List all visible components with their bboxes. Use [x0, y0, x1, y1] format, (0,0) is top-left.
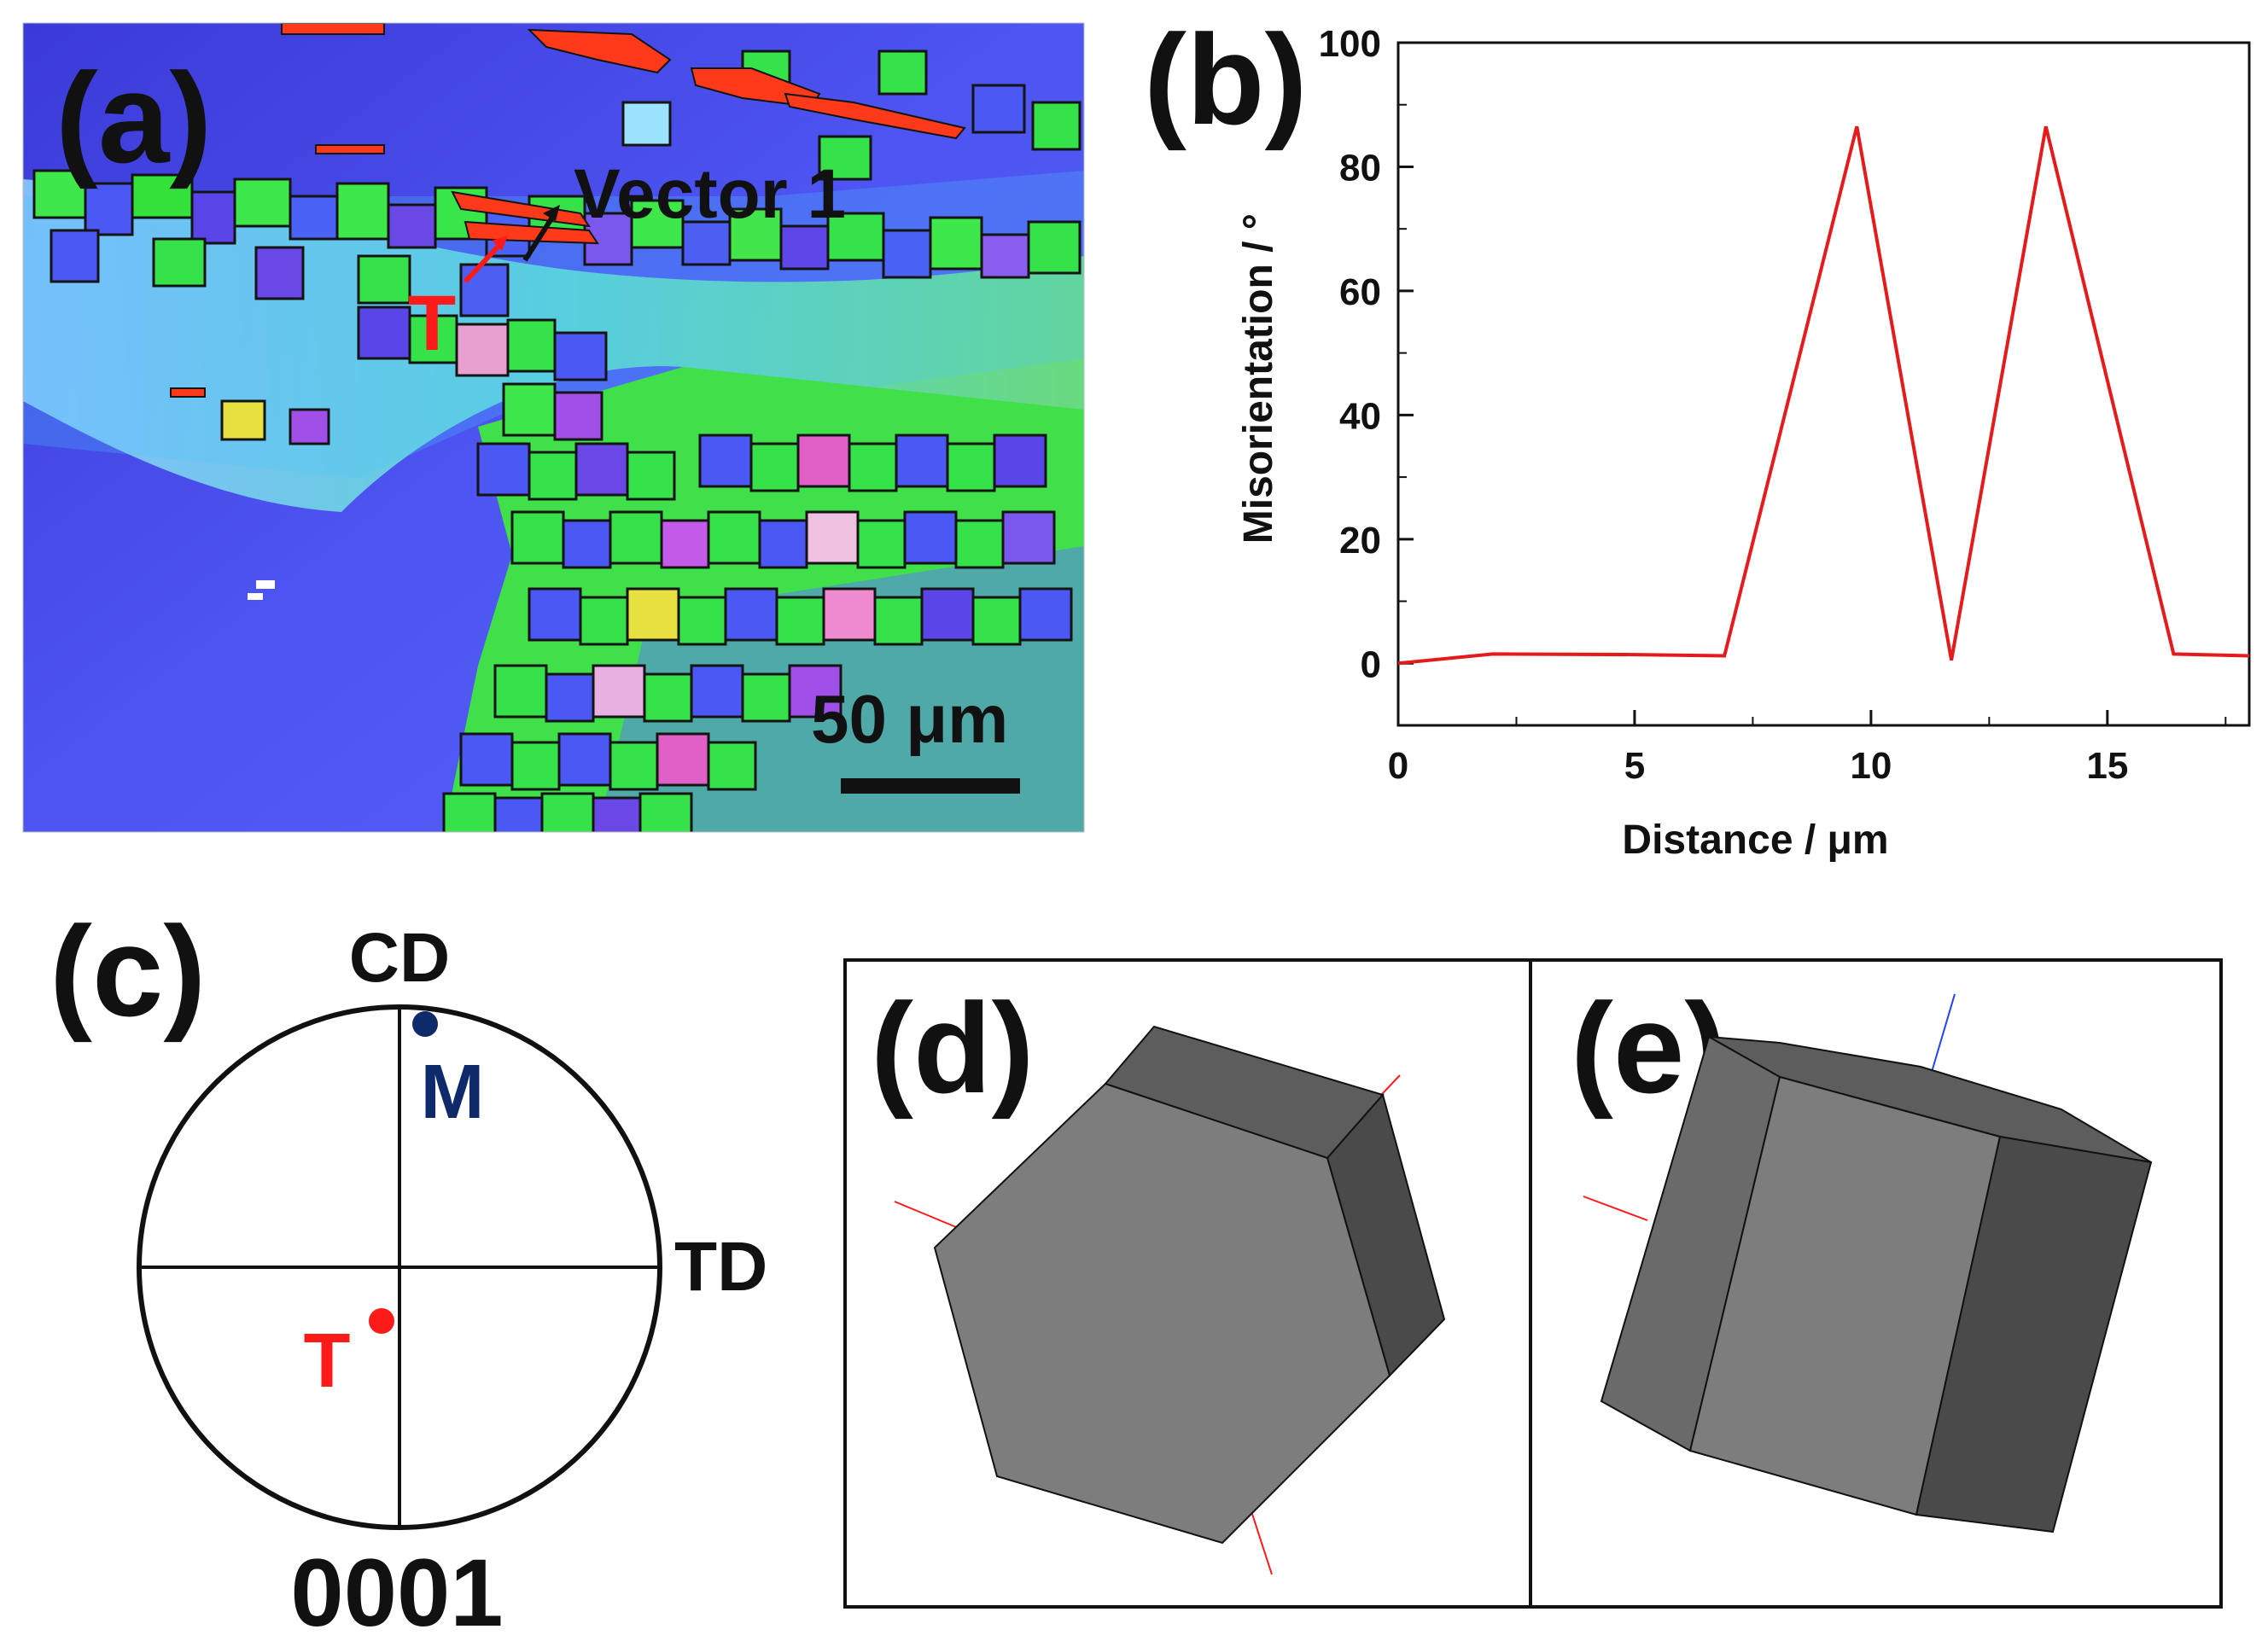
x-tick-label: 0: [1388, 745, 1408, 787]
y-tick-label: 80: [1339, 147, 1381, 189]
x-tick-label: 5: [1624, 745, 1645, 787]
hexagonal-crystal-d: [894, 1025, 1446, 1575]
y-tick-label: 40: [1339, 395, 1381, 437]
panel-c-label: (c): [50, 899, 206, 1043]
point-t-label: T: [304, 1318, 351, 1404]
misorientation-line: [1397, 125, 2250, 666]
vector-black-arrow: [522, 212, 557, 262]
point-t: [369, 1308, 394, 1334]
x-axis-label: Distance / μm: [1622, 818, 1888, 863]
vector-red-arrow: [463, 238, 506, 284]
ebsd-map: [23, 23, 1084, 832]
scale-bar-label: 50 μm: [811, 681, 1008, 757]
scale-bar: [841, 778, 1020, 794]
point-m: [412, 1011, 438, 1037]
panel-b-label: (b): [1144, 8, 1308, 151]
panel-a: Vector 1 T 50 μm (a): [22, 22, 1085, 833]
panel-b: (b) 0 20 40 60 80 100 0 5 10 15 Misorientation /…: [1144, 8, 2251, 863]
x-tick-label: 10: [1850, 745, 1892, 787]
x-tick-label: 15: [2086, 745, 2128, 787]
y-tick-label: 20: [1339, 520, 1381, 562]
panel-a-label: (a): [55, 46, 212, 189]
panel-d-label: (d): [871, 976, 1035, 1120]
y-tick-label: 100: [1319, 23, 1381, 65]
panel-c: (c) CD TD 0001 M T: [50, 899, 767, 1641]
panel-e: (e): [1571, 976, 2153, 1533]
panel-d: (d): [871, 976, 1446, 1575]
point-m-label: M: [421, 1050, 485, 1135]
vector-label: Vector 1: [574, 155, 846, 233]
y-axis-label: Misorientation / °: [1236, 213, 1281, 544]
y-tick-label: 0: [1361, 643, 1381, 685]
hexagonal-crystal-e: [1583, 993, 2153, 1533]
plot-frame: [1396, 41, 2251, 727]
y-tick-label: 60: [1339, 271, 1381, 313]
grain-boundaries: [32, 49, 1082, 832]
misorientation-chart: 0 20 40 60 80 100 0 5 10 15 Misorientation / ° D…: [1236, 23, 2251, 863]
pole-label: 0001: [290, 1539, 503, 1641]
td-label: TD: [674, 1228, 767, 1306]
cd-label: CD: [349, 919, 450, 997]
twin-marker-a: T: [408, 280, 456, 367]
